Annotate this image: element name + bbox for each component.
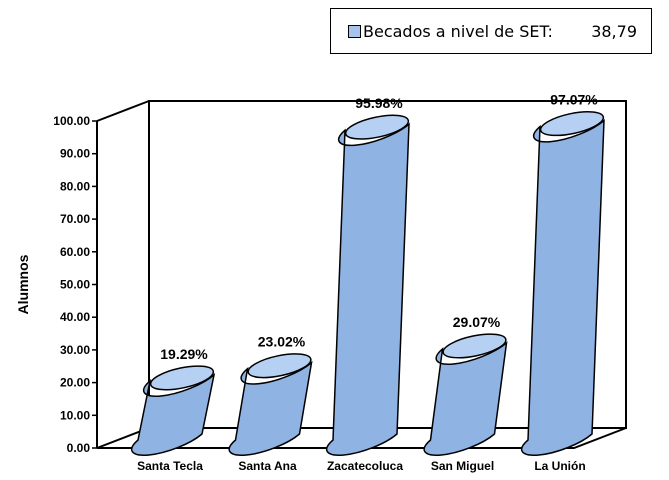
category-label: La Unión [534,459,585,473]
bar [130,372,216,457]
y-tick-label: 70.00 [60,212,90,226]
category-label: Santa Ana [238,459,297,473]
data-label: 29.07% [453,314,501,330]
y-axis-title: Alumnos [15,254,31,314]
bar [520,118,605,457]
legend: Becados a nivel de SET: 38,79 [330,8,652,54]
y-tick-label: 10.00 [60,408,90,422]
bar [325,122,410,457]
data-label: 95.98% [355,95,403,111]
y-tick-label: 30.00 [60,343,90,357]
y-tick-label: 80.00 [60,179,90,193]
y-tick-label: 100.00 [53,114,90,128]
y-tick-label: 90.00 [60,147,90,161]
bar-top [149,365,215,391]
legend-swatch-icon [348,24,361,38]
y-tick-label: 0.00 [67,441,91,455]
bar [228,360,313,457]
legend-value: 38,79 [591,21,637,41]
side-wall-top-edge [96,100,150,122]
y-tick-label: 50.00 [60,278,90,292]
bar-top [442,333,507,359]
category-label: San Miguel [431,459,494,473]
floor [96,427,627,449]
category-label: Santa Tecla [137,459,203,473]
bar-top [344,114,410,140]
bar-top [247,353,312,379]
category-label: Zacatecoluca [327,459,403,473]
data-label: 97.07% [550,92,598,108]
legend-label: Becados a nivel de SET: [363,21,553,41]
data-label: 19.29% [160,346,208,362]
y-tick-label: 60.00 [60,245,90,259]
data-label: 23.02% [258,334,306,350]
y-tick-label: 20.00 [60,376,90,390]
y-tick-label: 40.00 [60,310,90,324]
bar [423,341,508,457]
bar-top [539,111,605,137]
